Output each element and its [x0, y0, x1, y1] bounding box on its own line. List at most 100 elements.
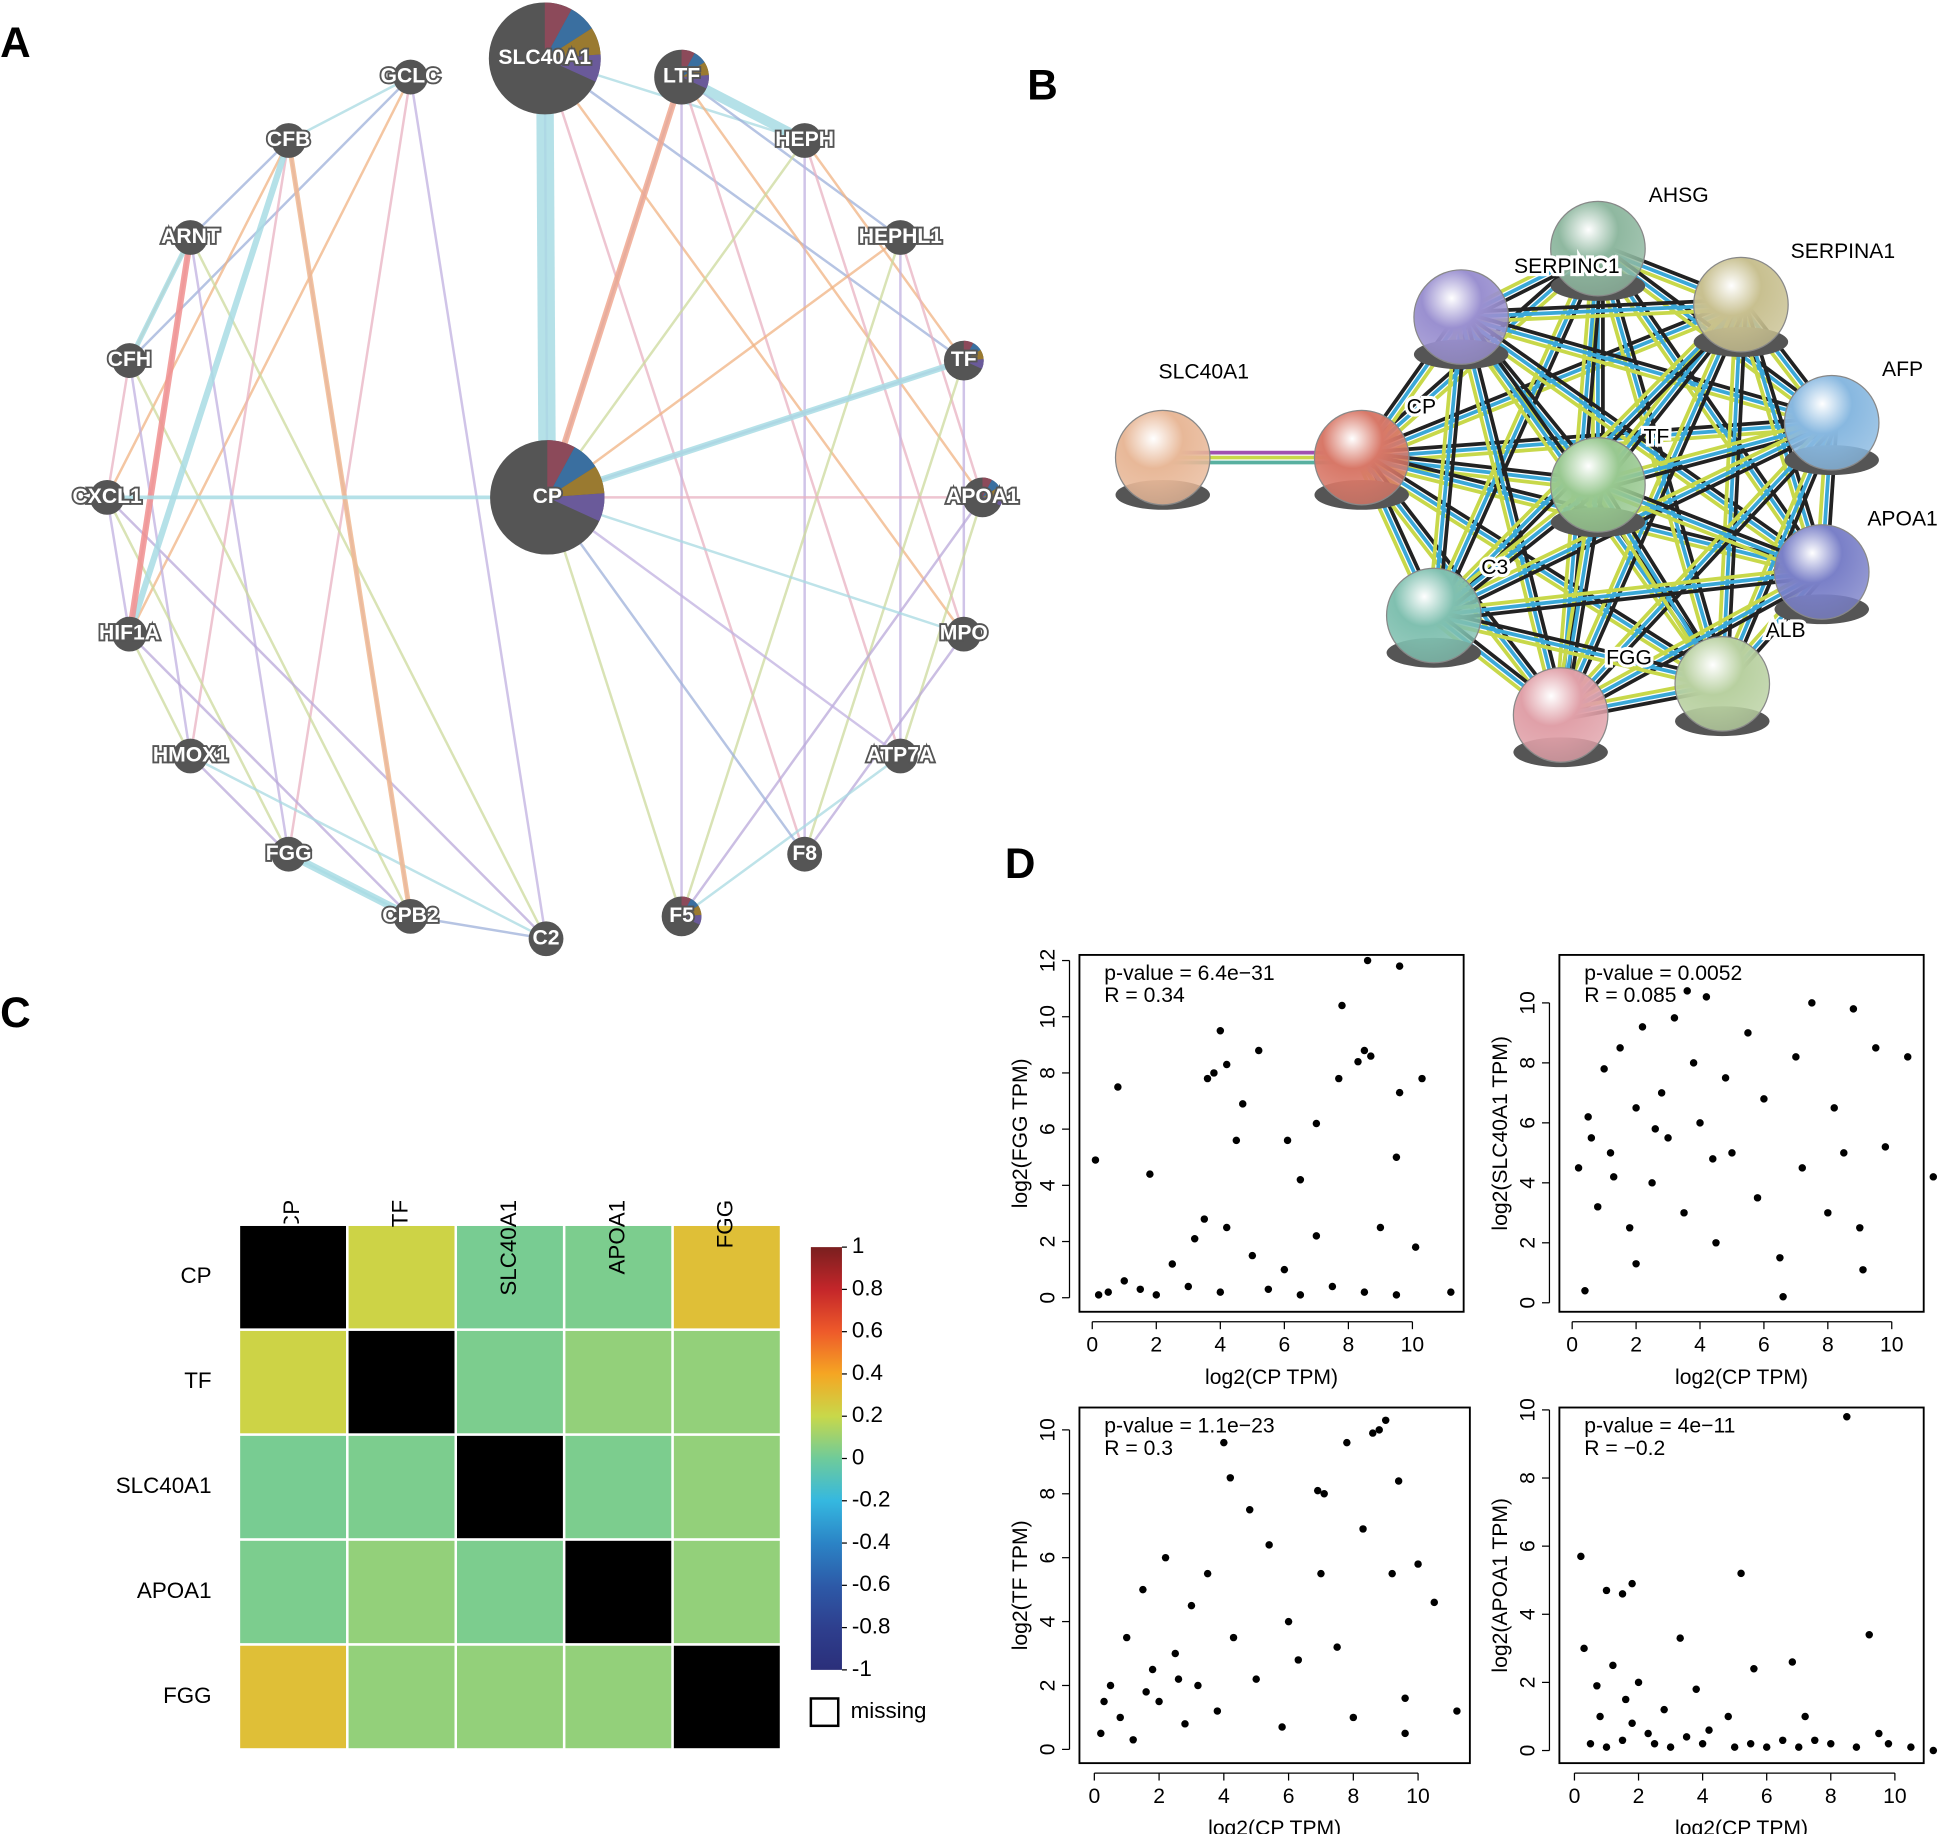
point	[1312, 1232, 1321, 1240]
point	[1349, 1713, 1358, 1722]
x-tick-label: 2	[1150, 1334, 1162, 1357]
panel-b: SLC40A1 CP AHSG SERPINC1 SERPINA1 AFP TF APOA1 C…	[1114, 181, 1941, 768]
heatmap-cell	[454, 1223, 566, 1331]
node-label: F8	[792, 842, 817, 865]
point	[1632, 1104, 1640, 1112]
point	[1094, 1291, 1103, 1299]
point	[1618, 1590, 1627, 1598]
node-wedge	[982, 495, 1003, 506]
colorbar-tick-label: -0.2	[852, 1487, 891, 1512]
x-tick-label: 6	[1758, 1334, 1770, 1357]
point	[1628, 1719, 1636, 1728]
point	[1284, 1617, 1293, 1626]
point	[1705, 1726, 1713, 1734]
y-tick-label: 8	[1037, 1067, 1060, 1079]
point	[1194, 1681, 1202, 1690]
point	[1625, 1224, 1634, 1232]
panel-label: B	[1027, 61, 1058, 108]
colorbar-tick-label: 0.4	[852, 1360, 883, 1385]
node-wedge	[982, 479, 1000, 498]
edge	[1457, 319, 1820, 578]
point	[1824, 1209, 1832, 1217]
x-tick-label: 4	[1218, 1785, 1230, 1808]
node-label: SERPINA1	[1791, 240, 1896, 263]
node-label: F5	[669, 904, 694, 927]
point	[1753, 1194, 1762, 1202]
y-tick-label: 0	[1037, 1744, 1060, 1756]
heatmap-cell	[346, 1328, 458, 1436]
node-wedge	[963, 340, 974, 361]
node-label: APOA1	[946, 485, 1019, 508]
y-tick-label: 2	[1517, 1237, 1540, 1249]
point	[1294, 1656, 1303, 1664]
point	[1628, 1579, 1636, 1588]
node-wedge	[681, 898, 699, 917]
point	[1161, 1553, 1170, 1562]
point	[1280, 1265, 1289, 1274]
edge	[189, 140, 290, 757]
point	[1596, 1712, 1604, 1721]
heatmap-cell	[454, 1643, 566, 1751]
point	[1245, 1506, 1254, 1514]
node-label: CXCL1	[72, 485, 142, 508]
point	[1388, 1569, 1396, 1578]
x-axis-label: log2(CP TPM)	[1675, 1366, 1808, 1389]
edge	[1432, 247, 1600, 617]
heatmap-cell	[562, 1538, 674, 1646]
x-tick-label: 6	[1278, 1334, 1290, 1357]
point	[1122, 1633, 1131, 1642]
point	[1248, 1251, 1257, 1260]
point	[1692, 1685, 1700, 1693]
point	[1148, 1665, 1157, 1674]
point	[1881, 1143, 1890, 1151]
point	[1859, 1266, 1867, 1274]
x-tick-label: 0	[1086, 1334, 1098, 1357]
heatmap-cell	[562, 1433, 674, 1541]
x-tick-label: 8	[1347, 1785, 1359, 1808]
point	[1394, 1477, 1403, 1485]
heatmap-cell	[237, 1643, 349, 1751]
edge	[189, 236, 548, 940]
point	[1296, 1291, 1305, 1299]
heatmap-cell	[454, 1328, 566, 1436]
node-wedge	[681, 905, 702, 917]
edge	[286, 140, 413, 917]
point	[1709, 1155, 1717, 1163]
edge	[1434, 608, 1724, 681]
point	[1650, 1739, 1659, 1748]
point	[1712, 1239, 1720, 1247]
edge	[1559, 570, 1823, 717]
point	[1666, 1743, 1675, 1751]
point	[1239, 1100, 1247, 1108]
node-wedge	[681, 49, 695, 78]
point	[1203, 1569, 1212, 1578]
point	[1216, 1027, 1225, 1035]
x-tick-label: 8	[1343, 1334, 1355, 1357]
node-label: CFB	[267, 128, 310, 151]
y-tick-label: 4	[1517, 1177, 1540, 1189]
point	[1602, 1586, 1611, 1595]
node	[393, 59, 428, 95]
point	[1696, 1119, 1704, 1127]
node	[1413, 269, 1510, 365]
annotation: R = 0.34	[1104, 984, 1185, 1007]
node-label: GCLC	[381, 65, 441, 88]
plot-frame	[1078, 1406, 1471, 1765]
point	[1648, 1179, 1656, 1187]
node	[1693, 256, 1789, 353]
point	[1872, 1044, 1880, 1052]
node-wedge	[547, 447, 596, 498]
node-label: AHSG	[1649, 184, 1709, 207]
annotation: p-value = 1.1e−23	[1104, 1414, 1274, 1437]
heatmap-cell	[562, 1643, 674, 1751]
node-wedge	[544, 54, 601, 82]
node-label: HEPH	[775, 128, 834, 151]
edge	[1591, 249, 1720, 686]
node	[1550, 437, 1646, 533]
point	[1638, 1023, 1647, 1031]
heatmap-cell	[562, 1328, 674, 1436]
point	[1929, 1173, 1938, 1181]
node-label: TF	[951, 348, 977, 371]
point	[1114, 1083, 1122, 1091]
